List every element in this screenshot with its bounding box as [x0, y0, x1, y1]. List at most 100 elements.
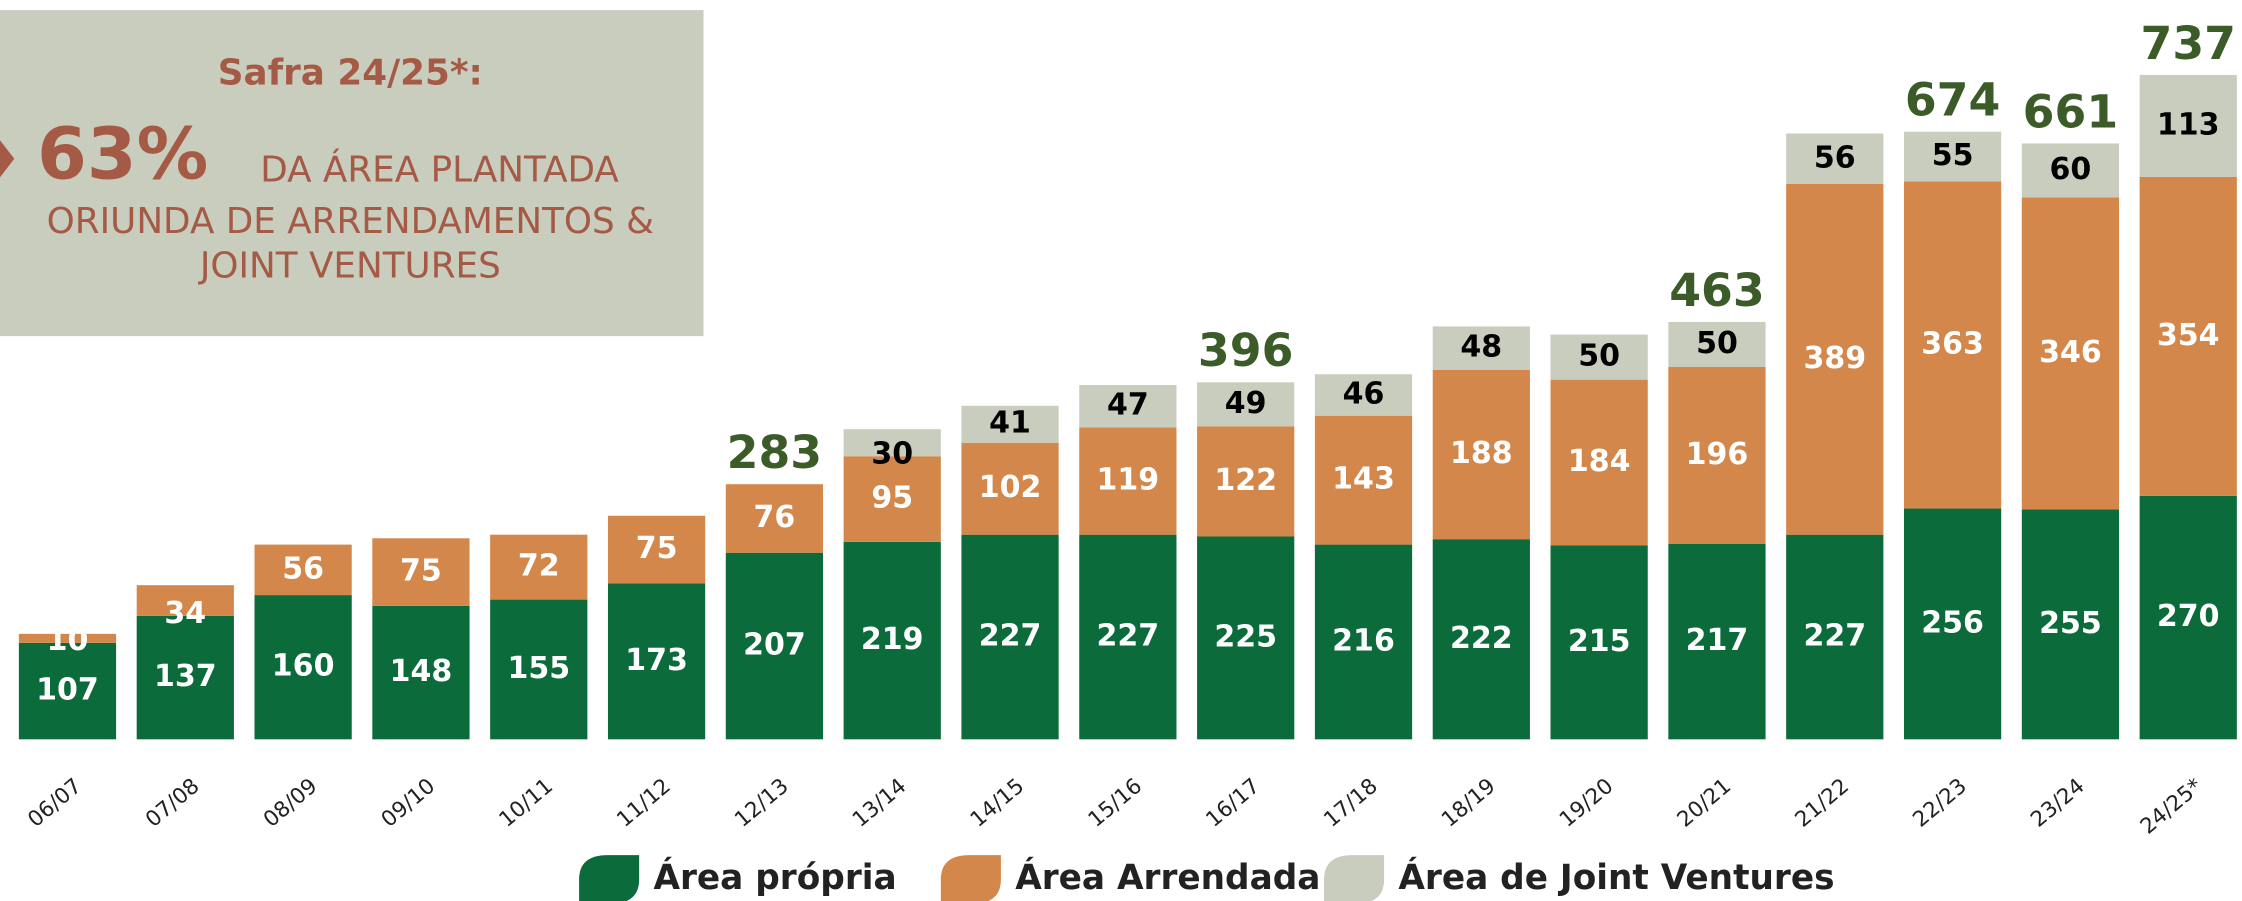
x-tick-label: 11/12 [612, 774, 675, 833]
x-tick-label: 13/14 [848, 774, 911, 833]
legend-swatch [940, 855, 1001, 901]
value-label: 256 [1921, 605, 1984, 640]
value-label: 30 [871, 436, 913, 471]
value-label: 148 [390, 654, 453, 689]
legend-swatch [579, 855, 640, 901]
bar-segment [1668, 543, 1766, 740]
x-tick-label: 14/15 [966, 774, 1029, 833]
bar-segment [1197, 382, 1295, 427]
value-label: 10 [47, 623, 89, 658]
callout-line: JOINT VENTURES [198, 245, 501, 286]
value-label: 389 [1803, 341, 1866, 376]
bar-segment [1197, 426, 1295, 537]
x-tick-label: 08/09 [259, 774, 322, 833]
bar-segment [961, 442, 1059, 535]
total-label: 283 [727, 426, 823, 479]
bar-segment [490, 534, 588, 600]
value-label: 102 [979, 470, 1042, 505]
x-tick-label: 09/10 [377, 774, 440, 833]
bar-segment [2139, 176, 2237, 496]
bar-segment [1432, 369, 1530, 540]
bar-segment [2139, 74, 2237, 177]
value-label: 46 [1343, 376, 1385, 411]
x-tick-label: 22/23 [1908, 774, 1971, 833]
bar-segment [18, 642, 117, 740]
bar-segment [1432, 539, 1530, 740]
value-label: 50 [1578, 339, 1620, 374]
value-label: 49 [1225, 386, 1267, 421]
value-label: 50 [1696, 326, 1738, 361]
bar-segment [1550, 545, 1648, 740]
value-label: 354 [2157, 318, 2220, 353]
bar-segment [18, 633, 117, 643]
bar-segment [2021, 197, 2120, 510]
total-label: 463 [1669, 264, 1765, 317]
value-label: 56 [1814, 140, 1856, 175]
bar-segment [1314, 415, 1413, 545]
bar-segment [607, 583, 706, 740]
bar-segment [1668, 367, 1766, 544]
bar-segment [2021, 143, 2120, 198]
bar-segment [725, 484, 824, 553]
total-label: 661 [2023, 85, 2119, 138]
callout-arrow [0, 140, 15, 178]
value-label: 72 [518, 549, 560, 584]
value-label: 255 [2039, 606, 2102, 641]
bar-segment [1786, 184, 1884, 535]
value-label: 207 [743, 628, 806, 663]
value-label: 219 [861, 622, 924, 657]
bar-segment [843, 541, 941, 740]
callout-title: Safra 24/25*: [218, 52, 483, 93]
x-tick-label: 19/20 [1555, 774, 1618, 833]
value-label: 75 [400, 554, 442, 589]
x-tick-label: 24/25* [2136, 774, 2208, 840]
value-label: 227 [1803, 619, 1866, 654]
value-label: 122 [1214, 463, 1277, 498]
bar-segment [1550, 334, 1648, 380]
bar-segment [490, 599, 588, 740]
value-label: 346 [2039, 335, 2102, 370]
bar-segment [961, 534, 1059, 740]
legend-swatch [1324, 855, 1385, 901]
x-tick-label: 17/18 [1319, 774, 1382, 833]
x-tick-label: 06/07 [23, 774, 86, 833]
value-label: 75 [636, 531, 678, 566]
callout-box [0, 10, 704, 337]
value-label: 225 [1214, 619, 1277, 654]
bar-segment [1314, 374, 1413, 416]
value-label: 60 [2050, 152, 2092, 187]
value-label: 222 [1450, 621, 1513, 656]
total-label: 396 [1198, 324, 1294, 377]
bar-segment [1432, 326, 1530, 370]
total-label: 674 [1905, 74, 2001, 127]
bar-segment [1197, 536, 1295, 740]
value-label: 41 [989, 406, 1031, 441]
value-label: 76 [754, 500, 796, 535]
value-label: 227 [979, 619, 1042, 654]
bar-segment [136, 615, 234, 740]
legend-label: Área Arrendada [1015, 857, 1320, 898]
total-label: 737 [2140, 17, 2236, 70]
x-tick-label: 23/24 [2026, 774, 2089, 833]
value-label: 56 [282, 551, 324, 586]
bar-segment [1668, 321, 1766, 368]
value-label: 216 [1332, 623, 1395, 658]
value-label: 143 [1332, 462, 1395, 497]
x-tick-label: 12/13 [730, 774, 793, 833]
value-label: 47 [1107, 388, 1149, 423]
bar-segment [1786, 534, 1884, 740]
value-label: 119 [1097, 463, 1160, 498]
legend-label: Área de Joint Ventures [1398, 857, 1834, 898]
value-label: 217 [1686, 623, 1749, 658]
x-tick-label: 16/17 [1201, 774, 1264, 833]
bar-segment [607, 515, 706, 584]
bar-segment [254, 595, 352, 740]
bar-segment [1903, 181, 2002, 509]
bar-segment [372, 605, 470, 740]
value-label: 173 [625, 643, 688, 678]
x-tick-label: 18/19 [1437, 774, 1500, 833]
x-tick-label: 20/21 [1673, 774, 1736, 833]
value-label: 155 [507, 651, 570, 686]
bar-segment [843, 429, 941, 457]
bar-segment [136, 585, 234, 616]
